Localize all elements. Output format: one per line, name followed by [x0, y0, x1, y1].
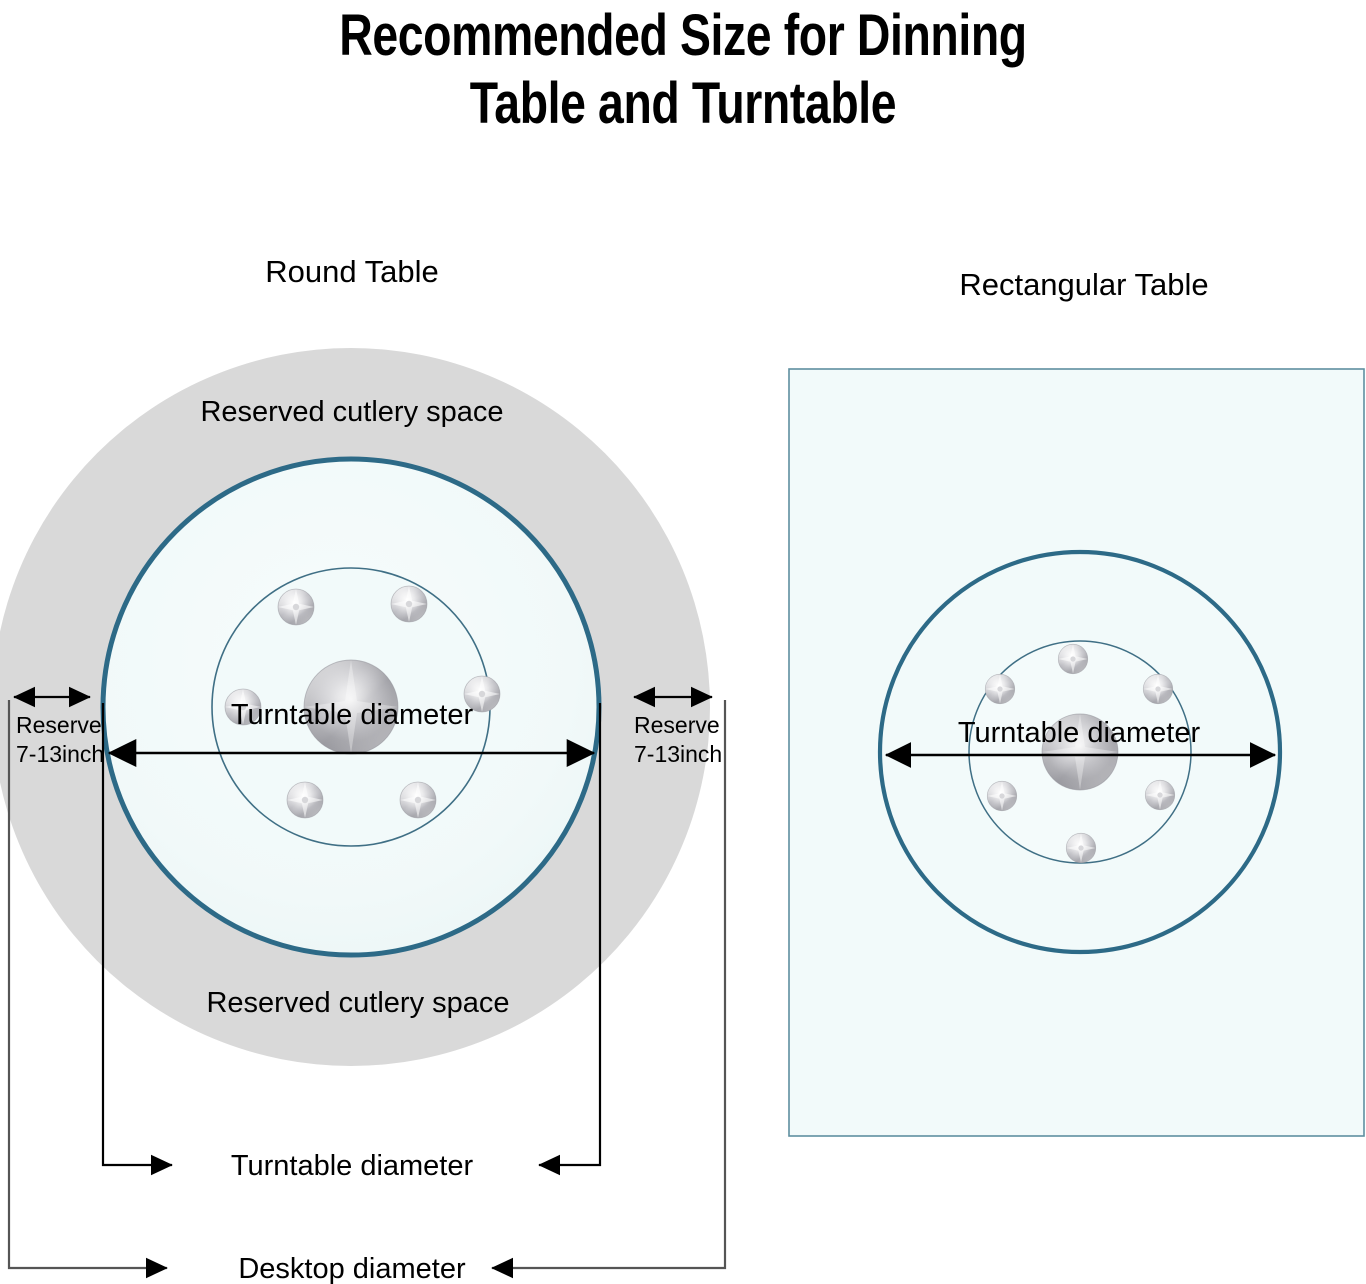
rectangular-table-section-title: Rectangular Table: [959, 267, 1208, 302]
metallic-bearing-icon: [1065, 832, 1097, 864]
desktop-diameter-dimension: Desktop diameter: [7, 700, 727, 1284]
reserved-cutlery-space-top-label: Reserved cutlery space: [200, 396, 503, 428]
reserve-left-label-line2: 7-13inch: [16, 741, 104, 767]
metallic-bearing-icon: [1057, 643, 1089, 675]
turntable-diameter-dimension: Turntable diameter: [101, 703, 602, 1182]
rect-turntable-diameter-label: Turntable diameter: [958, 717, 1201, 749]
metallic-bearing-icon: [1144, 779, 1176, 811]
metallic-bearing-icon: [277, 588, 315, 626]
metallic-bearing-icon: [1142, 673, 1174, 705]
metallic-bearing-icon: [390, 585, 428, 623]
round-table-section-title: Round Table: [265, 254, 439, 289]
desktop-dimension-leader-left: [7, 700, 168, 1279]
turntable-diameter-dimension-label: Turntable diameter: [231, 1150, 474, 1182]
reserved-cutlery-space-bottom-label: Reserved cutlery space: [206, 987, 509, 1019]
turntable-dimension-leader-left: [101, 703, 173, 1176]
metallic-bearing-icon: [986, 780, 1018, 812]
metallic-hub-icon: [303, 659, 399, 755]
reserve-left-label-line1: Reserve: [16, 712, 102, 738]
desktop-dimension-leader-right: [491, 700, 727, 1279]
turntable-dimension-leader-right: [538, 703, 602, 1176]
metallic-bearing-icon: [286, 781, 324, 819]
round-turntable-diameter-center-label: Turntable diameter: [231, 699, 474, 731]
rect-tabletop-circle: [877, 549, 1283, 955]
reserve-left-callout: Reserve 7-13inch: [13, 686, 104, 767]
metallic-bearing-icon: [984, 673, 1016, 705]
desktop-diameter-dimension-label: Desktop diameter: [238, 1253, 466, 1284]
rectangular-table-panel: Rectangular Table: [788, 267, 1365, 1137]
reserve-right-label-line2: 7-13inch: [634, 741, 722, 767]
reserve-right-label-line1: Reserve: [634, 712, 720, 738]
metallic-bearing-icon: [399, 781, 437, 819]
reserve-right-callout: Reserve 7-13inch: [633, 686, 722, 767]
round-table-panel: Round Table: [0, 254, 727, 1284]
page-title: Recommended Size for Dinning Table and T…: [339, 3, 1027, 136]
